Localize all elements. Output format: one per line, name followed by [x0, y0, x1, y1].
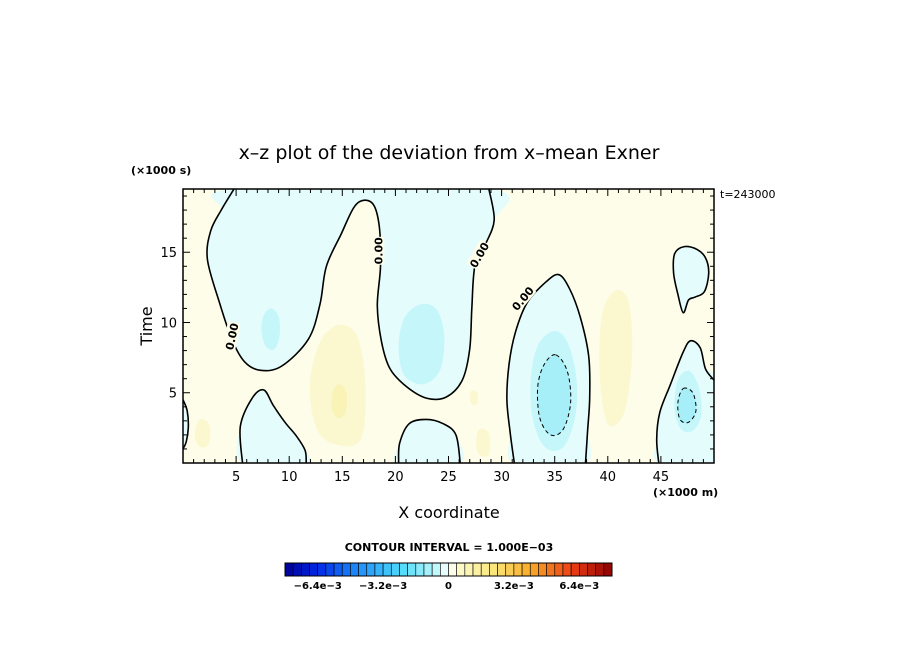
colorbar-swatch: [603, 562, 613, 577]
chart-title: x–z plot of the deviation from x–mean Ex…: [239, 142, 660, 164]
x-tick-label: 40: [600, 470, 617, 485]
x-tick-label: 45: [653, 470, 670, 485]
colorbar-swatch: [423, 562, 433, 577]
colorbar-tick-label: −6.4e−3: [294, 581, 342, 592]
x-tick-label: 15: [334, 470, 351, 485]
colorbar-swatch: [415, 562, 425, 577]
colorbar-swatch: [505, 562, 515, 577]
contour-label-bg: [466, 239, 492, 271]
colorbar-swatch: [554, 562, 564, 577]
zero-contour-5: [672, 245, 710, 314]
negative-region-1: [236, 389, 311, 463]
colorbar-tick-label: 0: [445, 581, 452, 592]
contour-label: 0.00: [372, 237, 385, 264]
colorbar-swatch: [366, 562, 376, 577]
negative-region-8: [398, 303, 445, 385]
colorbar-swatch: [374, 562, 384, 577]
x-tick-label: 20: [387, 470, 404, 485]
colorbar-swatch: [562, 562, 572, 577]
colorbar-swatch: [472, 562, 482, 577]
colorbar-swatch: [578, 562, 588, 577]
contour-label-group-0: 0.00: [222, 321, 242, 352]
colorbar-swatch: [358, 562, 368, 577]
colorbar-ticks: −6.4e−3 −3.2e−3 0 3.2e−3 6.4e−3: [294, 581, 600, 592]
contour-label-bg: [508, 283, 537, 314]
colorbar-swatch: [489, 562, 498, 577]
colorbar-swatch: [292, 562, 302, 577]
colorbar-swatch: [587, 562, 596, 577]
colorbar-swatch: [309, 562, 318, 577]
colorbar-swatch: [480, 562, 490, 577]
colorbar-swatch: [341, 562, 351, 577]
colorbar-swatch: [407, 562, 417, 577]
colorbar-swatch: [595, 562, 605, 577]
x-tick-label: 25: [440, 470, 457, 485]
x-tick-label: 30: [493, 470, 510, 485]
y-tick-label: 5: [169, 387, 177, 402]
colorbar: [284, 562, 613, 577]
zero-contour-1: [239, 388, 307, 463]
negative-contour-0: [536, 354, 572, 437]
zero-contour-4: [655, 339, 714, 463]
colorbar-tick-label: −3.2e−3: [359, 581, 407, 592]
negative-region-2: [394, 419, 464, 463]
colorbar-swatch: [431, 562, 441, 577]
y-tick-label: 10: [160, 316, 177, 331]
negative-region-7: [261, 308, 281, 351]
y-tick-label: 15: [160, 246, 177, 261]
negative-region-11: [537, 354, 571, 436]
contour-label-bg: [371, 236, 385, 265]
x-axis-label: X coordinate: [398, 503, 499, 522]
zero-contour-3: [506, 273, 591, 463]
colorbar-swatch: [382, 562, 392, 577]
colorbar-swatch: [284, 562, 294, 577]
colorbar-swatch: [448, 562, 457, 577]
positive-region-17: [469, 390, 478, 405]
positive-region-18: [331, 384, 348, 419]
zero-contour-2: [397, 418, 461, 463]
axis-ticks: 5 10 15 20 25 30 35 40 45 5 10 15: [160, 189, 714, 485]
colorbar-swatch: [513, 562, 523, 577]
colorbar-frame: [284, 562, 613, 577]
colorbar-swatch: [390, 562, 400, 577]
x-multiplier-label: (×1000 m): [653, 486, 718, 499]
positive-region-15: [194, 419, 211, 448]
colorbar-swatch: [399, 562, 408, 577]
colorbar-swatch: [464, 562, 474, 577]
colorbar-swatch: [456, 562, 466, 577]
colorbar-swatch: [570, 562, 580, 577]
colorbar-swatch: [333, 562, 343, 577]
colorbar-swatch: [546, 562, 556, 577]
colorbar-swatch: [301, 562, 310, 577]
x-tick-label: 35: [546, 470, 563, 485]
colorbar-swatch: [317, 562, 327, 577]
colorbar-swatch: [325, 562, 335, 577]
colorbar-swatch: [538, 562, 547, 577]
colorbar-swatch: [440, 562, 449, 577]
contour-label: 0.00: [223, 322, 241, 352]
colorbar-tick-label: 3.2e−3: [494, 581, 534, 592]
negative-region-5: [673, 246, 709, 313]
contour-label-bg: [222, 321, 241, 352]
y-multiplier-label: (×1000 s): [131, 164, 191, 177]
negative-region-12: [677, 387, 697, 423]
shaded-regions: [183, 189, 714, 463]
positive-region-14: [599, 289, 633, 427]
x-tick-label: 5: [232, 470, 240, 485]
colorbar-swatch: [350, 562, 359, 577]
x-tick-label: 10: [281, 470, 298, 485]
positive-region-16: [476, 428, 491, 457]
contour-label-group-1: 0.00: [371, 236, 385, 265]
contour-interval-text: CONTOUR INTERVAL = 1.000E−03: [345, 541, 554, 554]
colorbar-swatch: [497, 562, 507, 577]
y-axis-label: Time: [137, 306, 156, 346]
colorbar-swatch: [529, 562, 539, 577]
time-label: t=243000: [720, 188, 776, 201]
colorbar-swatch: [521, 562, 531, 577]
negative-contour-1: [677, 387, 697, 424]
colorbar-tick-label: 6.4e−3: [559, 581, 599, 592]
